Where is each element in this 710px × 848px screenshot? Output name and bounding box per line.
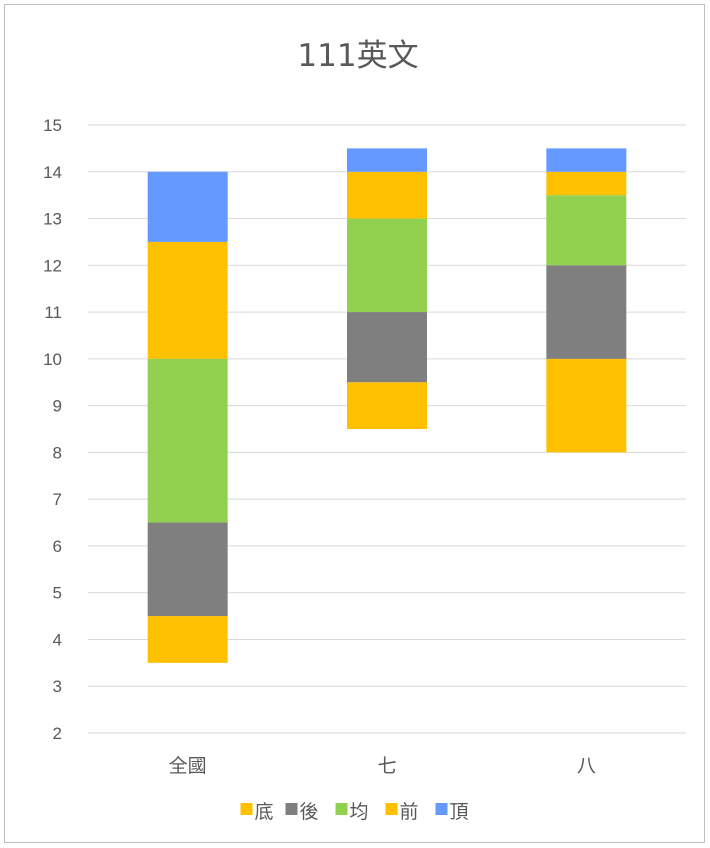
bar-segment-5 — [347, 148, 427, 172]
x-axis-categories: 全國 七 八 — [169, 755, 596, 777]
y-tick-label: 12 — [43, 256, 62, 275]
legend-label: 均 — [350, 801, 369, 823]
chart-title: 111英文 — [297, 38, 418, 74]
bar-segment-3 — [347, 218, 427, 313]
y-tick-label: 9 — [53, 397, 62, 416]
x-category-label: 全國 — [169, 755, 207, 777]
y-tick-label: 3 — [53, 677, 62, 696]
y-tick-label: 13 — [43, 210, 62, 229]
bar-segment-3 — [546, 195, 627, 266]
y-tick-label: 6 — [53, 537, 62, 556]
bar-segment-5 — [546, 148, 627, 172]
legend-label: 後 — [300, 801, 319, 823]
bar-segment-2 — [546, 265, 627, 359]
bar-segment-5 — [147, 171, 228, 242]
bars — [147, 148, 627, 663]
legend-label: 前 — [400, 801, 419, 823]
bar-segment-1 — [147, 616, 228, 663]
bar-segment-4 — [147, 241, 228, 359]
y-tick-label: 7 — [53, 490, 62, 509]
bar-segment-3 — [147, 358, 228, 523]
legend-swatch — [335, 803, 348, 815]
legend-swatch — [285, 803, 298, 815]
legend-swatch — [435, 803, 448, 815]
x-category-label: 七 — [377, 755, 396, 777]
y-tick-label: 10 — [43, 350, 62, 369]
y-tick-label: 8 — [53, 443, 62, 462]
bar-segment-4 — [347, 171, 427, 219]
bar-segment-1 — [546, 358, 627, 453]
y-axis-ticks: 2 3 4 5 6 7 8 9 10 11 12 13 14 15 — [43, 116, 62, 743]
y-tick-label: 5 — [53, 584, 62, 603]
bar-segment-2 — [147, 522, 228, 617]
bar-segment-4 — [546, 171, 627, 196]
y-tick-label: 4 — [53, 630, 62, 649]
legend-swatch — [385, 803, 398, 815]
bar-segment-1 — [347, 382, 427, 429]
y-tick-label: 2 — [53, 724, 62, 743]
y-tick-label: 11 — [44, 303, 62, 322]
y-tick-label: 14 — [43, 163, 62, 182]
bar-segment-2 — [347, 312, 427, 383]
legend-label: 底 — [255, 801, 274, 823]
legend-swatch — [240, 803, 253, 815]
y-tick-label: 15 — [43, 116, 62, 135]
x-category-label: 八 — [577, 755, 596, 777]
legend: 底後均前頂 — [240, 801, 469, 823]
legend-label: 頂 — [450, 801, 469, 823]
